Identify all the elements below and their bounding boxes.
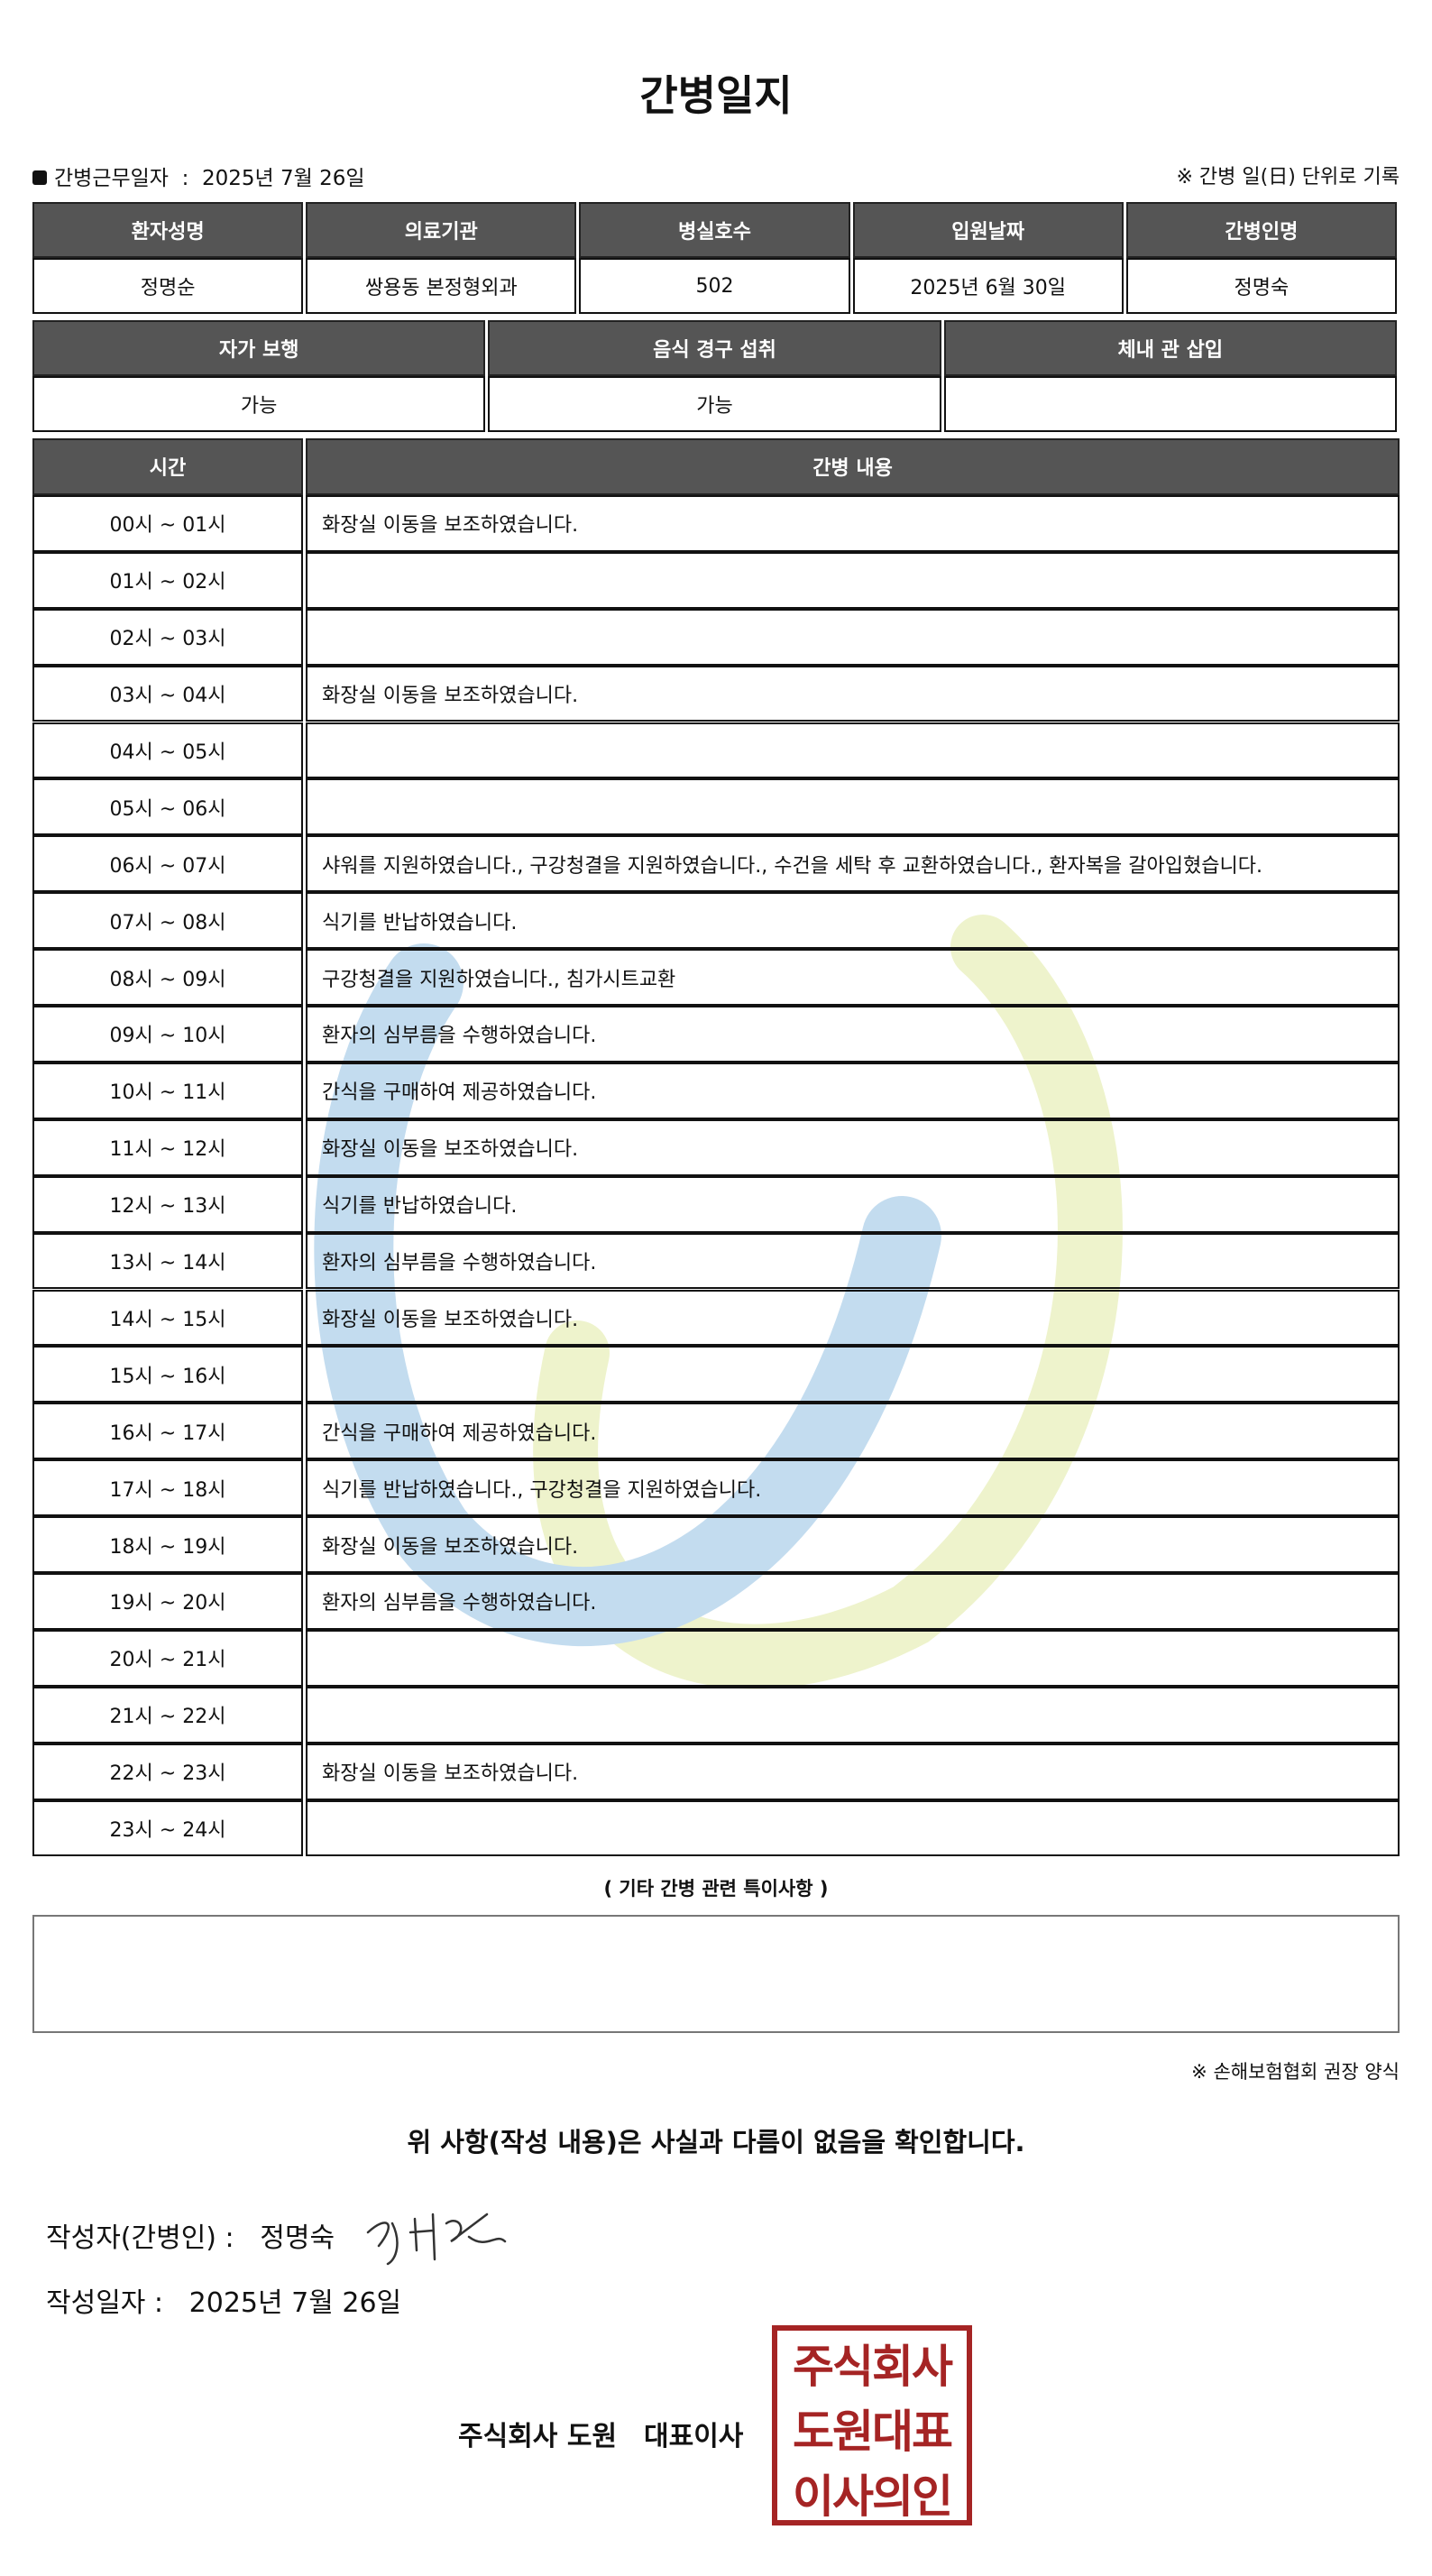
value-cell: 정명숙 bbox=[1125, 258, 1397, 314]
remarks-title: ( 기타 간병 관련 특이사항 ) bbox=[603, 1878, 829, 1900]
time-cell: 07시 ~ 08시 bbox=[32, 892, 303, 950]
position: 대표이사 bbox=[644, 2421, 744, 2452]
header-cell: 간병인명 bbox=[1125, 202, 1397, 258]
header-cell: 체내 관 삽입 bbox=[943, 320, 1397, 376]
work-date-value: 2025년 7월 26일 bbox=[201, 167, 365, 190]
content-cell: 화장실 이동을 보조하였습니다. bbox=[306, 1289, 1400, 1347]
content-cell: 화장실 이동을 보조하였습니다. bbox=[306, 494, 1400, 552]
header-cell: 의료기관 bbox=[306, 202, 577, 258]
author: 작성자(간병인) : 정명숙 bbox=[46, 2215, 335, 2255]
content-cell: 화장실 이동을 보조하였습니다. bbox=[306, 1516, 1400, 1573]
time-cell: 05시 ~ 06시 bbox=[32, 778, 303, 836]
value-cell: 쌍용동 본정형외과 bbox=[306, 258, 577, 314]
separator: : bbox=[181, 167, 189, 190]
time-cell: 16시 ~ 17시 bbox=[32, 1403, 303, 1460]
time-cell: 21시 ~ 22시 bbox=[32, 1686, 303, 1743]
content-cell: 화장실 이동을 보조하였습니다. bbox=[306, 1743, 1400, 1800]
company: 주식회사 도원 bbox=[458, 2421, 618, 2452]
header-cell: 병실호수 bbox=[579, 202, 850, 258]
written-date-value: 2025년 7월 26일 bbox=[188, 2287, 402, 2319]
seal-line: 주식회사 bbox=[793, 2341, 953, 2393]
footnote: ※ 손해보험협회 권장 양식 bbox=[1191, 2061, 1400, 2083]
content-cell: 샤워를 지원하였습니다., 구강청결을 지원하였습니다., 수건을 세탁 후 교… bbox=[306, 835, 1400, 893]
time-cell: 22시 ~ 23시 bbox=[32, 1743, 303, 1800]
time-cell: 23시 ~ 24시 bbox=[32, 1799, 303, 1857]
time-cell: 13시 ~ 14시 bbox=[32, 1232, 303, 1290]
content-cell bbox=[306, 1629, 1400, 1687]
time-cell: 03시 ~ 04시 bbox=[32, 665, 303, 722]
content-cell: 화장실 이동을 보조하였습니다. bbox=[306, 665, 1400, 722]
value-cell: 가능 bbox=[32, 376, 486, 432]
time-cell: 15시 ~ 16시 bbox=[32, 1346, 303, 1403]
header-cell: 시간 bbox=[32, 438, 303, 495]
note: ※ 간병 일(日) 단위로 기록 bbox=[1176, 166, 1400, 189]
written-date: 작성일자 : 2025년 7월 26일 bbox=[46, 2280, 401, 2320]
content-cell: 식기를 반납하였습니다. bbox=[306, 1175, 1400, 1233]
confirmation: 위 사항(작성 내용)은 사실과 다름이 없음을 확인합니다. bbox=[407, 2127, 1025, 2157]
value-cell bbox=[943, 376, 1397, 432]
value-cell: 가능 bbox=[488, 376, 941, 432]
content-cell: 구강청결을 지원하였습니다., 침가시트교환 bbox=[306, 949, 1400, 1006]
content-cell: 식기를 반납하였습니다., 구강청결을 지원하였습니다. bbox=[306, 1459, 1400, 1517]
work-date: 간병근무일자 : 2025년 7월 26일 bbox=[32, 161, 365, 191]
title: 간병일지 bbox=[639, 71, 793, 120]
time-cell: 14시 ~ 15시 bbox=[32, 1289, 303, 1347]
written-date-label: 작성일자 : bbox=[46, 2287, 164, 2319]
header-cell: 입원날짜 bbox=[852, 202, 1124, 258]
time-cell: 19시 ~ 20시 bbox=[32, 1573, 303, 1630]
content-cell bbox=[306, 551, 1400, 609]
time-cell: 10시 ~ 11시 bbox=[32, 1062, 303, 1119]
author-label: 작성자(간병인) : bbox=[46, 2222, 234, 2254]
author-name: 정명숙 bbox=[260, 2222, 335, 2254]
time-cell: 18시 ~ 19시 bbox=[32, 1516, 303, 1573]
content-cell bbox=[306, 778, 1400, 836]
content-cell: 간식을 구매하여 제공하였습니다. bbox=[306, 1062, 1400, 1119]
time-cell: 11시 ~ 12시 bbox=[32, 1118, 303, 1176]
content-cell: 환자의 심부름을 수행하였습니다. bbox=[306, 1006, 1400, 1063]
time-cell: 04시 ~ 05시 bbox=[32, 722, 303, 779]
signature bbox=[366, 2213, 507, 2266]
value-cell: 정명순 bbox=[32, 258, 304, 314]
content-cell: 식기를 반납하였습니다. bbox=[306, 892, 1400, 950]
content-cell bbox=[306, 1799, 1400, 1857]
work-date-label: 간병근무일자 bbox=[54, 167, 169, 190]
time-cell: 20시 ~ 21시 bbox=[32, 1629, 303, 1687]
content-cell: 환자의 심부름을 수행하였습니다. bbox=[306, 1232, 1400, 1290]
seal-line: 이사의인 bbox=[793, 2470, 953, 2523]
remarks-box bbox=[32, 1915, 1400, 2033]
content-cell bbox=[306, 722, 1400, 779]
time-cell: 02시 ~ 03시 bbox=[32, 608, 303, 666]
time-cell: 12시 ~ 13시 bbox=[32, 1175, 303, 1233]
header-cell: 자가 보행 bbox=[32, 320, 486, 376]
time-cell: 09시 ~ 10시 bbox=[32, 1006, 303, 1063]
content-cell: 환자의 심부름을 수행하였습니다. bbox=[306, 1573, 1400, 1630]
seal-line: 도원대표 bbox=[793, 2406, 953, 2458]
time-cell: 01시 ~ 02시 bbox=[32, 551, 303, 609]
content-cell bbox=[306, 608, 1400, 666]
time-cell: 17시 ~ 18시 bbox=[32, 1459, 303, 1517]
time-cell: 00시 ~ 01시 bbox=[32, 494, 303, 552]
time-cell: 08시 ~ 09시 bbox=[32, 949, 303, 1006]
value-cell: 502 bbox=[579, 258, 850, 314]
content-cell: 간식을 구매하여 제공하였습니다. bbox=[306, 1403, 1400, 1460]
content-cell bbox=[306, 1346, 1400, 1403]
time-cell: 06시 ~ 07시 bbox=[32, 835, 303, 893]
content-cell bbox=[306, 1686, 1400, 1743]
content-cell: 화장실 이동을 보조하였습니다. bbox=[306, 1118, 1400, 1176]
value-cell: 2025년 6월 30일 bbox=[852, 258, 1124, 314]
header-cell: 음식 경구 섭취 bbox=[488, 320, 941, 376]
header-cell: 간병 내용 bbox=[306, 438, 1400, 495]
header-cell: 환자성명 bbox=[32, 202, 304, 258]
